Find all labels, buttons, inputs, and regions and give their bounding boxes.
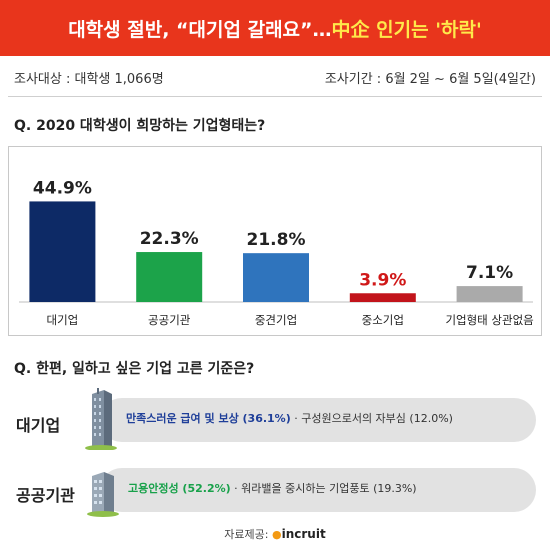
bar-chart: 44.9% 대기업 22.3% 공공기관 21.8% 중견기업 3.9% 중소기업 7.1% 기업… <box>19 178 534 327</box>
criteria-secondary: · 워라밸을 중시하는 기업풍토 (19.3%) <box>230 482 417 495</box>
question-2: Q. 한편, 일하고 싶은 기업 고른 기준은? <box>14 361 255 377</box>
bar-3 <box>349 293 416 302</box>
office-building-icon <box>87 472 119 517</box>
criteria-primary: 만족스러운 급여 및 보상 (36.1%) <box>126 412 291 425</box>
logo-dot-icon: ● <box>271 528 282 541</box>
criteria-text: 고용안정성 (52.2%) · 워라밸을 중시하는 기업풍토 (19.3%) <box>128 480 417 496</box>
category-label-2: 중견기업 <box>255 313 297 327</box>
survey-meta: 조사대상 : 대학생 1,066명 조사기간 : 6월 2일 ~ 6월 5일(4… <box>14 68 536 88</box>
category-label-4: 기업형태 상관없음 <box>445 313 533 327</box>
headline-highlight: 中企 인기는 '하락' <box>331 18 482 41</box>
criteria-label: 대기업 <box>16 416 61 435</box>
criteria-text: 만족스러운 급여 및 보상 (36.1%) · 구성원으로서의 자부심 (12.… <box>126 410 453 426</box>
criteria-pill <box>100 398 536 442</box>
data-label-1: 22.3% <box>140 229 199 249</box>
criteria-label: 공공기관 <box>16 486 75 505</box>
survey-subjects: 조사대상 : 대학생 1,066명 <box>14 72 164 87</box>
data-label-2: 21.8% <box>247 230 306 250</box>
question-1: Q. 2020 대학생이 희망하는 기업형태는? <box>14 118 266 134</box>
source-label: 자료제공: <box>224 528 272 541</box>
survey-period: 조사기간 : 6월 2일 ~ 6월 5일(4일간) <box>324 72 536 87</box>
criteria-pill <box>100 468 536 512</box>
category-label-0: 대기업 <box>47 313 79 327</box>
bar-4 <box>456 286 523 302</box>
criteria-row-large-company: 대기업 만족스러운 급여 및 보상 (36.1%) · 구성원으로서의 자부심 … <box>8 388 542 454</box>
data-label-3: 3.9% <box>359 270 406 290</box>
skyscraper-icon <box>85 388 117 450</box>
category-label-1: 공공기관 <box>148 313 191 327</box>
bar-chart-box: 44.9% 대기업 22.3% 공공기관 21.8% 중견기업 3.9% 중소기업 7.1% 기업… <box>8 146 542 336</box>
source-footer: 자료제공: ●incruit <box>0 526 550 542</box>
bar-1 <box>136 252 203 302</box>
category-label-3: 중소기업 <box>362 313 404 327</box>
data-label-4: 7.1% <box>466 263 513 283</box>
bar-0 <box>29 201 96 302</box>
bar-2 <box>243 253 309 302</box>
headline-main: 대학생 절반, “대기업 갈래요”… <box>68 18 332 41</box>
criteria-row-public-institution: 공공기관 고용안정성 (52.2%) · 워라밸을 중시하는 기업풍토 (19.… <box>8 462 542 524</box>
criteria-secondary: · 구성원으로서의 자부심 (12.0%) <box>290 412 453 425</box>
headline-banner: 대학생 절반, “대기업 갈래요”… 中企 인기는 '하락' <box>0 0 550 56</box>
criteria-primary: 고용안정성 (52.2%) <box>128 482 231 495</box>
data-label-0: 44.9% <box>33 178 92 198</box>
divider <box>8 96 542 97</box>
incruit-logo: incruit <box>281 527 326 541</box>
